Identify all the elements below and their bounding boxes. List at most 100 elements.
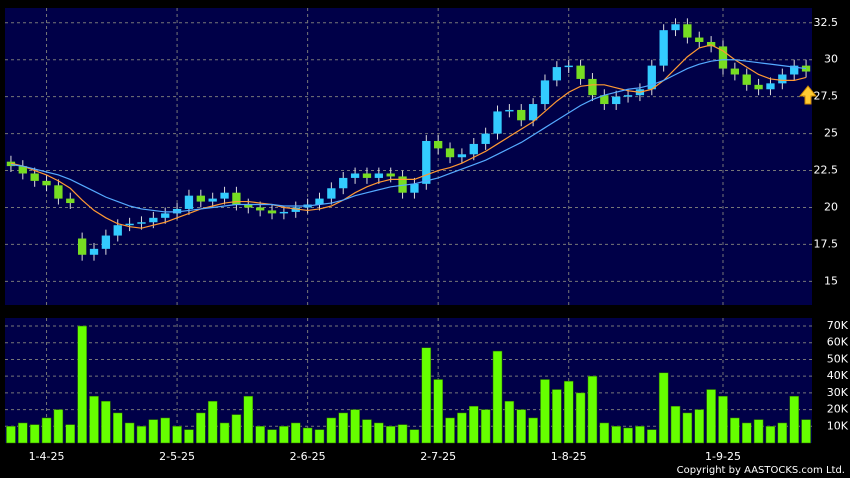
candle-body — [588, 78, 597, 96]
y-tick-label: 27.5 — [814, 90, 839, 103]
candle-body — [600, 95, 609, 105]
x-tick-label: 1-9-25 — [705, 450, 741, 463]
volume-bar — [184, 429, 194, 444]
volume-bar — [29, 424, 40, 444]
volume-bar — [397, 424, 408, 444]
y-tick-label: 10K — [827, 419, 849, 432]
candle-body — [552, 67, 561, 81]
x-tick-label: 2-7-25 — [420, 450, 456, 463]
volume-bar — [89, 395, 99, 444]
candle-body — [445, 148, 455, 158]
candle-body — [172, 208, 182, 214]
candle-body — [113, 225, 122, 236]
y-tick-label: 40K — [827, 369, 849, 382]
candle-body — [671, 24, 680, 31]
volume-bar — [160, 417, 170, 444]
volume-bar — [290, 422, 301, 444]
volume-bar — [457, 412, 467, 444]
candle-body — [469, 143, 478, 155]
candle-body — [279, 211, 289, 214]
candle-body — [54, 185, 63, 199]
volume-bar — [433, 379, 443, 444]
y-tick-label: 22.5 — [814, 164, 839, 177]
candle-body — [457, 154, 467, 158]
volume-bar — [469, 405, 479, 444]
volume-bar — [504, 400, 515, 444]
volume-bar — [172, 426, 182, 444]
volume-bar — [207, 400, 218, 444]
candle-body — [267, 210, 277, 214]
y-tick-label: 30K — [827, 386, 849, 399]
volume-bar — [53, 409, 64, 444]
candle-body — [683, 24, 692, 38]
candle-body — [695, 37, 704, 42]
volume-bar — [753, 419, 764, 444]
volume-bar — [326, 417, 337, 444]
volume-bar — [492, 350, 503, 444]
volume-bar — [231, 414, 242, 444]
volume-bar — [623, 427, 633, 444]
volume-bar — [635, 426, 645, 444]
volume-bar — [516, 409, 527, 444]
volume-bar — [611, 426, 621, 444]
volume-bar — [77, 325, 87, 444]
candle-body — [244, 204, 253, 208]
candle-body — [434, 140, 443, 149]
candle-body — [339, 177, 348, 189]
candle-body — [481, 133, 490, 144]
volume-bar — [409, 429, 420, 444]
volume-bar — [801, 419, 811, 444]
candle-body — [220, 192, 229, 199]
x-tick-label: 2-6-25 — [290, 450, 326, 463]
volume-bar — [540, 379, 550, 444]
y-tick-label: 50K — [827, 352, 849, 365]
candle-body — [66, 198, 75, 204]
candle-body — [493, 111, 502, 134]
x-tick-label: 1-8-25 — [551, 450, 587, 463]
candle-body — [386, 173, 395, 177]
y-tick-label: 20K — [827, 403, 849, 416]
volume-bar — [302, 427, 313, 444]
volume-bar — [421, 347, 432, 444]
volume-bar — [267, 429, 277, 444]
volume-bar — [243, 395, 254, 444]
copyright: Copyright by AASTOCKS.com Ltd. — [677, 465, 845, 476]
candle-body — [505, 109, 514, 112]
candle-body — [647, 65, 656, 90]
candle-body — [101, 235, 111, 249]
candle-body — [374, 173, 383, 178]
volume-bar — [765, 426, 776, 444]
volume-bar — [6, 426, 16, 444]
volume-bar — [374, 422, 384, 444]
volume-bar — [338, 412, 348, 444]
volume-bar — [279, 426, 289, 444]
volume-bar — [255, 426, 265, 444]
volume-bar — [730, 417, 740, 444]
candle-body — [540, 80, 550, 105]
y-tick-label: 25 — [824, 127, 838, 140]
candle-body — [232, 192, 241, 205]
candle-body — [208, 198, 217, 202]
volume-bar — [148, 419, 159, 444]
candle-body — [778, 74, 787, 84]
candle-body — [30, 173, 39, 181]
volume-bar — [362, 419, 372, 444]
candle-body — [410, 183, 419, 193]
candle-body — [790, 65, 799, 75]
candle-body — [327, 188, 336, 199]
price-panel — [5, 8, 812, 305]
volume-bar — [112, 412, 123, 444]
volume-bar — [385, 426, 396, 444]
volume-bar — [658, 372, 669, 444]
candle-body — [766, 83, 775, 90]
candle-body — [77, 238, 87, 255]
y-tick-label: 20 — [824, 200, 838, 213]
volume-bar — [124, 422, 135, 444]
candle-body — [350, 173, 360, 178]
volume-bar — [480, 409, 491, 444]
x-tick-label: 2-5-25 — [159, 450, 195, 463]
candle-body — [291, 207, 300, 212]
volume-bar — [789, 395, 799, 444]
candle-body — [18, 166, 27, 174]
candle-body — [659, 30, 668, 66]
